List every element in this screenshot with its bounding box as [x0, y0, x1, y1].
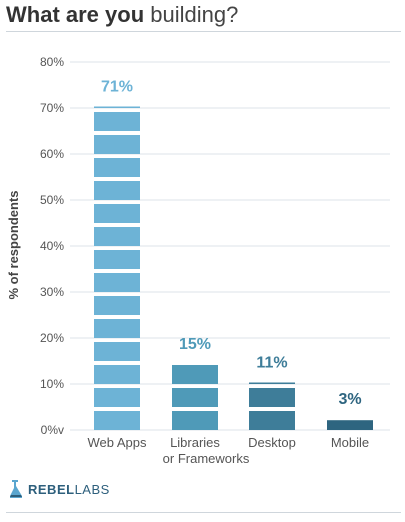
y-tick-label: 60%	[40, 147, 64, 161]
category-label: Libraries	[170, 435, 220, 450]
rebellabs-logo: REBELLABS	[8, 478, 110, 500]
chart-title-light: building?	[150, 2, 239, 27]
y-tick-label: 40%	[40, 239, 64, 253]
footer-divider	[6, 512, 401, 513]
bar-segment	[94, 204, 140, 223]
value-labels: 71% 15% 11% 3%	[101, 78, 362, 408]
bar-segment	[94, 106, 140, 108]
brand-strong: REBEL	[28, 481, 75, 497]
bar-segment	[172, 388, 218, 407]
bar	[249, 382, 295, 430]
category-label: Web Apps	[87, 435, 147, 450]
bar-segment	[94, 342, 140, 361]
bar-segment	[249, 382, 295, 384]
y-axis-ticks: 0%v 10% 20% 30% 40% 50% 60% 70% 80%	[40, 55, 64, 437]
bar-segment	[94, 296, 140, 315]
bar-segment	[94, 411, 140, 430]
bar-segment	[94, 135, 140, 154]
y-tick-label: 10%	[40, 377, 64, 391]
bar	[94, 106, 140, 430]
bar-value-label: 3%	[338, 391, 361, 408]
bar-segment	[249, 388, 295, 407]
bar-segment	[94, 181, 140, 200]
category-label-line2: or Frameworks	[163, 451, 250, 466]
brand-name: REBELLABS	[28, 482, 110, 497]
bar-segment	[94, 158, 140, 177]
y-tick-label: 20%	[40, 331, 64, 345]
bar-segment	[94, 273, 140, 292]
bar-segment	[94, 112, 140, 131]
bar-segment	[172, 365, 218, 384]
bar	[172, 365, 218, 430]
bar-value-label: 71%	[101, 78, 133, 95]
title-divider	[6, 31, 401, 32]
bar-segment	[94, 250, 140, 269]
y-axis-label: % of respondents	[6, 190, 21, 299]
bar-segment	[94, 227, 140, 246]
category-label: Mobile	[331, 435, 369, 450]
y-tick-label: 80%	[40, 55, 64, 69]
y-tick-label: 0%v	[41, 423, 64, 437]
chart-title: What are you building?	[6, 2, 238, 28]
y-tick-label: 70%	[40, 101, 64, 115]
bar-segment	[94, 388, 140, 407]
brand-thin: LABS	[74, 481, 110, 497]
bar-segment	[94, 365, 140, 384]
bar	[327, 420, 373, 430]
y-tick-label: 30%	[40, 285, 64, 299]
bar-chart: 0%v 10% 20% 30% 40% 50% 60% 70% 80% % of respond…	[6, 55, 390, 466]
bar-segment	[327, 420, 373, 430]
category-label: Desktop	[248, 435, 296, 450]
bar-value-label: 15%	[179, 336, 211, 353]
chart-title-bold: What are you	[6, 2, 145, 27]
y-tick-label: 50%	[40, 193, 64, 207]
bar-value-label: 11%	[256, 354, 287, 371]
bars	[94, 106, 373, 430]
bar-segment	[94, 319, 140, 338]
bar-segment	[249, 411, 295, 430]
flask-icon	[10, 480, 22, 498]
bar-segment	[172, 411, 218, 430]
